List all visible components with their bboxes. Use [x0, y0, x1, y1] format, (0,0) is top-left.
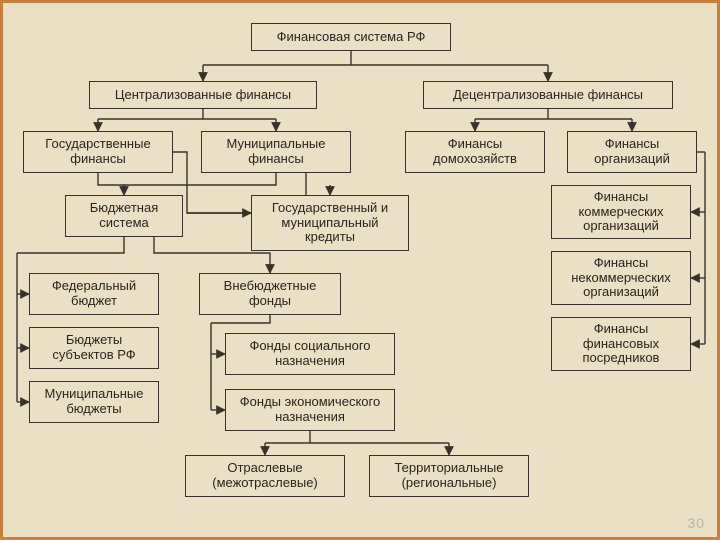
node-finint: Финансы финансовых посредников — [551, 317, 691, 371]
node-fed: Федеральный бюджет — [29, 273, 159, 315]
node-orgs: Финансы организаций — [567, 131, 697, 173]
node-munib: Муниципальные бюджеты — [29, 381, 159, 423]
node-house: Финансы домохозяйств — [405, 131, 545, 173]
node-centr: Централизованные финансы — [89, 81, 317, 109]
node-credit: Государственный и муниципальный кредиты — [251, 195, 409, 251]
diagram-frame: { "diagram": { "type": "tree", "backgrou… — [0, 0, 720, 540]
node-gov: Государственные финансы — [23, 131, 173, 173]
node-social: Фонды социального назначения — [225, 333, 395, 375]
node-branch: Отраслевые (межотраслевые) — [185, 455, 345, 497]
node-noncomm: Финансы некоммерческих организаций — [551, 251, 691, 305]
node-subj: Бюджеты субъектов РФ — [29, 327, 159, 369]
node-econ: Фонды экономического назначения — [225, 389, 395, 431]
node-terr: Территориальные (региональные) — [369, 455, 529, 497]
page-number: 30 — [687, 515, 705, 531]
node-root: Финансовая система РФ — [251, 23, 451, 51]
node-extra: Внебюджетные фонды — [199, 273, 341, 315]
node-comm: Финансы коммерческих организаций — [551, 185, 691, 239]
node-muni: Муниципальные финансы — [201, 131, 351, 173]
node-decentr: Децентрализованные финансы — [423, 81, 673, 109]
node-budget: Бюджетная система — [65, 195, 183, 237]
